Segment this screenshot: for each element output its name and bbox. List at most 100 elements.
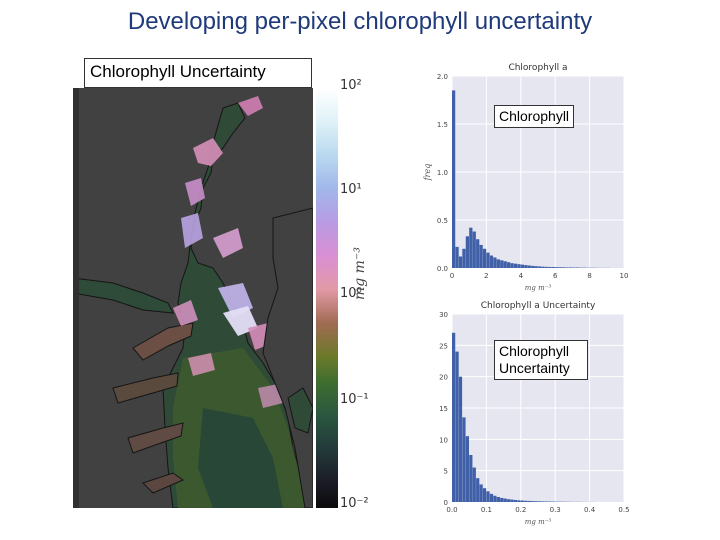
histogram-bar (507, 262, 511, 268)
histogram-bar (489, 255, 494, 268)
histogram-bar (496, 259, 500, 268)
y-tick-label: 0.5 (437, 217, 448, 225)
x-tick-label: 6 (553, 272, 558, 280)
histogram-bar (524, 500, 528, 502)
histogram-bar (517, 500, 521, 502)
x-tick-label: 0.0 (446, 506, 457, 514)
colorbar-tick: 10⁻² (340, 496, 369, 511)
histogram-bar (538, 266, 542, 268)
histogram-bar (452, 90, 456, 269)
histogram-bar (476, 478, 480, 502)
x-tick-label: 10 (620, 272, 629, 280)
histogram-bar (469, 455, 473, 502)
histogram-bar (507, 499, 511, 502)
y-tick-label: 30 (439, 311, 448, 319)
histogram-bar (465, 436, 469, 502)
histogram-bar (517, 264, 521, 268)
y-tick-label: 15 (439, 405, 448, 413)
histogram-bar (479, 484, 483, 502)
histogram-bar (527, 500, 531, 502)
x-tick-label: 0 (450, 272, 454, 280)
y-tick-label: 20 (439, 374, 448, 382)
histogram-bar (472, 231, 476, 268)
histogram-bar (544, 266, 549, 268)
y-tick-label: 1.0 (437, 169, 448, 177)
histogram-bar (510, 499, 514, 502)
histogram-bar (493, 257, 497, 268)
histogram-bar (520, 500, 525, 502)
histogram-bar (455, 351, 459, 502)
bay-map-image (73, 88, 313, 508)
y-tick-label: 25 (439, 342, 448, 350)
colorbar (316, 88, 338, 508)
slide-title: Developing per-pixel chlorophyll uncerta… (127, 8, 593, 35)
histogram-bar (489, 493, 494, 502)
chlorophyll-uncertainty-histogram: Chlorophyll a Uncertainty 0 5 10 15 20 25 30 0.0… (439, 301, 629, 526)
chlorophyll-box-label: Chlorophyll (494, 105, 575, 128)
chart-title: Chlorophyll a (508, 63, 567, 73)
histogram-bar (531, 501, 535, 502)
histogram-bar (500, 497, 504, 502)
histogram-bar (462, 248, 466, 268)
histogram-bar (465, 236, 469, 268)
chlorophyll-histogram: Chlorophyll a 0.0 0.5 1.0 1.5 2.0 0 2 4 6 8 10 mg m⁻… (423, 63, 629, 292)
histogram-bar (486, 491, 490, 502)
uncertainty-box-label: Chlorophyll Uncertainty (494, 340, 588, 380)
histogram-bar (455, 246, 459, 268)
histogram-bar (493, 495, 497, 502)
x-tick-label: 0.2 (515, 506, 526, 514)
histogram-bar (534, 501, 538, 502)
histogram-bar (496, 496, 500, 502)
histogram-bar (513, 499, 518, 502)
histogram-bar (534, 266, 538, 268)
colorbar-tick: 10² (340, 78, 362, 93)
y-tick-label: 1.5 (437, 121, 448, 129)
chlorophyll-uncertainty-map (73, 88, 313, 508)
chart-title: Chlorophyll a Uncertainty (481, 301, 596, 311)
x-axis-label: mg m⁻³ (525, 284, 552, 292)
histogram-bar (562, 267, 566, 268)
colorbar-tick: 10¹ (340, 182, 362, 197)
y-tick-label: 5 (444, 468, 448, 476)
x-tick-label: 0.1 (481, 506, 492, 514)
x-tick-label: 0.3 (550, 506, 561, 514)
colorbar-units: mg m⁻³ (352, 247, 368, 300)
histogram-bar (551, 267, 555, 268)
histogram-bar (462, 417, 466, 502)
histogram-bar (565, 267, 569, 268)
x-tick-label: 8 (587, 272, 591, 280)
histogram-bar (527, 265, 531, 268)
y-tick-label: 2.0 (437, 73, 448, 81)
histogram-bar (458, 256, 463, 268)
histogram-bar (469, 227, 473, 268)
histogram-bar (479, 244, 483, 268)
histogram-bar (531, 265, 535, 268)
histogram-bar (548, 266, 552, 268)
histogram-bar (524, 265, 528, 268)
histogram-bar (538, 501, 542, 502)
histogram-bar (472, 467, 476, 502)
histogram-bar (482, 488, 487, 502)
x-tick-label: 0.4 (584, 506, 596, 514)
histogram-bar (555, 267, 559, 268)
y-tick-label: 0 (444, 499, 448, 507)
histogram-bar (486, 252, 490, 268)
histogram-bar (458, 376, 463, 502)
histogram-bar (503, 498, 507, 502)
histogram-bar (513, 263, 518, 268)
map-label-frame (84, 58, 312, 88)
histogram-bar (558, 267, 562, 268)
x-tick-label: 2 (484, 272, 488, 280)
histogram-bar (548, 501, 552, 502)
y-tick-label: 10 (439, 436, 448, 444)
x-tick-label: 4 (519, 272, 524, 280)
map-label: Chlorophyll Uncertainty (90, 62, 266, 81)
histogram-bar (510, 263, 514, 268)
x-tick-label: 0.5 (618, 506, 629, 514)
colorbar-tick: 10⁻¹ (340, 392, 369, 407)
histogram-bar (544, 501, 549, 502)
colorbar-tick: 10⁰ (340, 286, 362, 301)
histogram-bar (482, 248, 487, 268)
histogram-bar (541, 266, 545, 268)
histogram-bar (452, 332, 456, 502)
